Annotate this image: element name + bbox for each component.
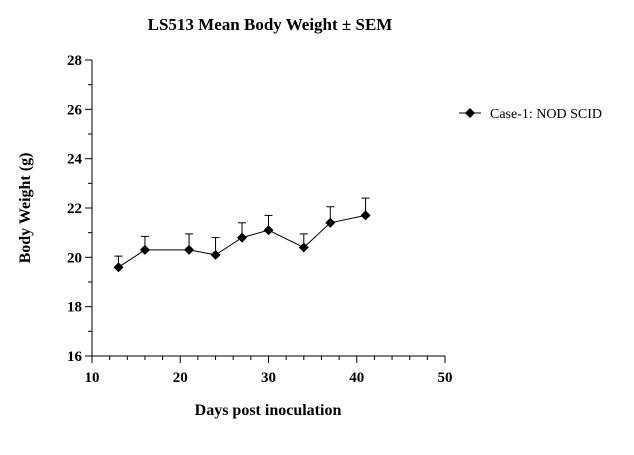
y-tick-label: 16 <box>67 349 83 365</box>
y-tick-label: 26 <box>67 102 83 118</box>
data-point <box>184 244 195 255</box>
legend: Case-1: NOD SCID <box>459 107 602 122</box>
series-layer <box>113 197 371 273</box>
plot-area: 16 18 20 22 24 26 28 10 20 30 40 50 <box>67 53 453 386</box>
y-tick-label: 20 <box>67 250 82 266</box>
x-tick-label: 20 <box>173 370 188 386</box>
x-tick-label: 50 <box>438 370 453 386</box>
chart-title: LS513 Mean Body Weight ± SEM <box>148 15 393 34</box>
y-tick-label: 28 <box>67 53 82 69</box>
data-point <box>210 249 221 260</box>
data-point <box>325 217 336 228</box>
data-point <box>139 244 150 255</box>
y-tick-label: 24 <box>67 152 83 168</box>
x-axis-title: Days post inoculation <box>195 402 342 419</box>
data-point <box>237 232 248 243</box>
data-point <box>263 225 274 236</box>
y-tick-label: 18 <box>67 300 82 316</box>
data-point <box>298 242 309 253</box>
y-tick-label: 22 <box>67 201 82 217</box>
legend-diamond-marker <box>465 108 475 118</box>
y-axis-title: Body Weight (g) <box>17 153 34 264</box>
x-ticks: 10 20 30 40 50 <box>85 356 453 386</box>
x-tick-label: 30 <box>261 370 276 386</box>
y-ticks: 16 18 20 22 24 26 28 <box>67 53 92 365</box>
legend-entry-label: Case-1: NOD SCID <box>490 107 602 122</box>
x-tick-label: 10 <box>85 370 100 386</box>
data-point <box>360 210 371 221</box>
x-tick-label: 40 <box>349 370 364 386</box>
data-point <box>113 262 124 273</box>
